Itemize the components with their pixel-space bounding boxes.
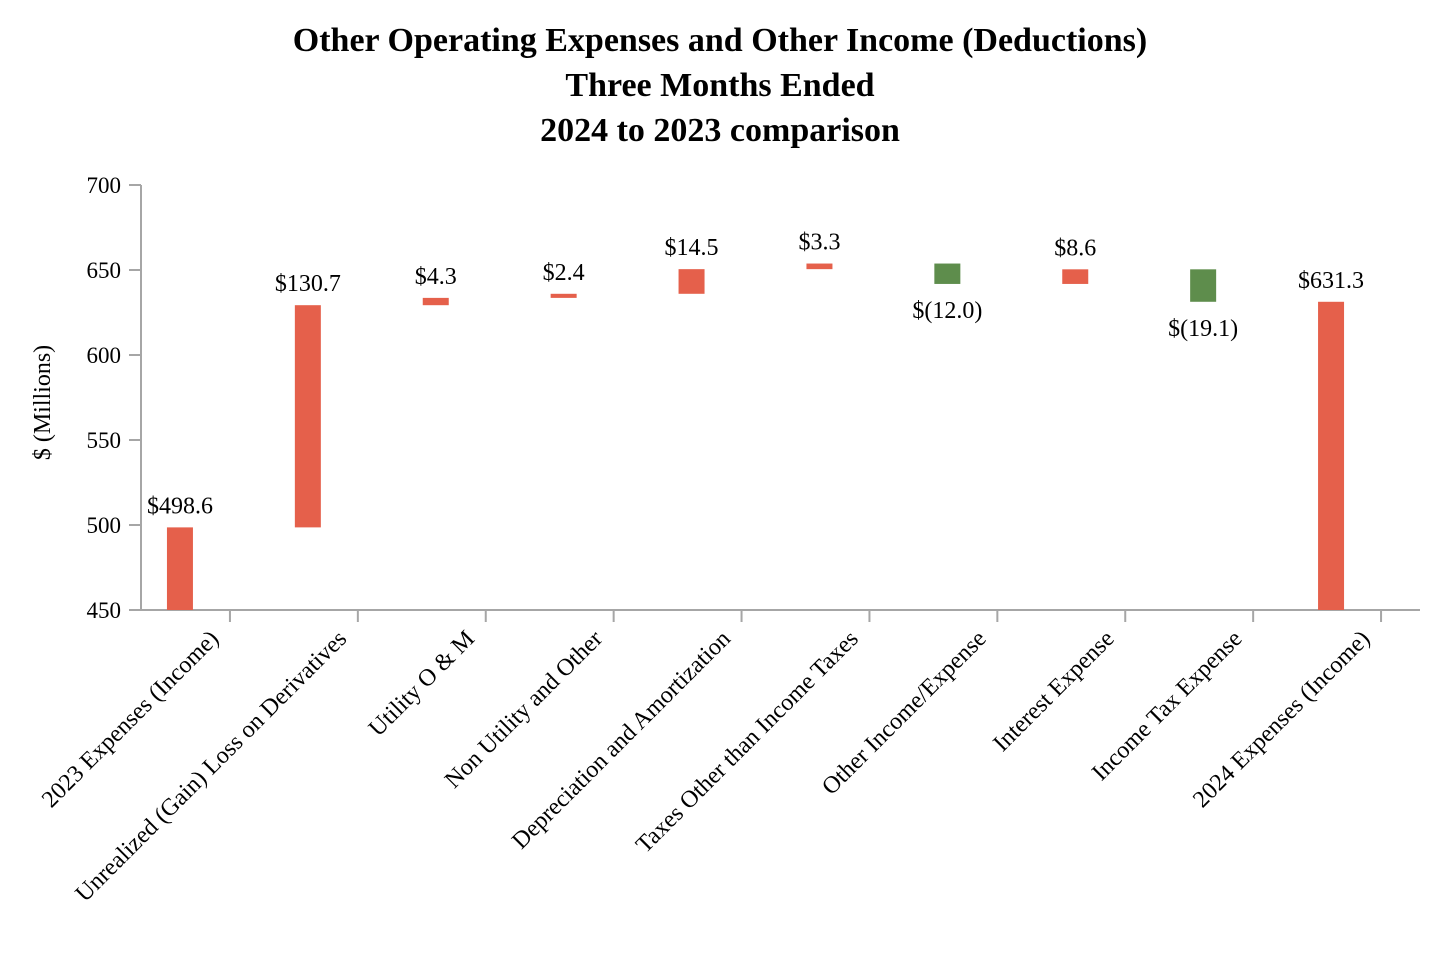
data-label: $(12.0) [912,298,982,324]
data-label: $2.4 [543,260,585,286]
y-tick-label: 600 [87,343,122,368]
bar-non-utility-and-other [550,293,577,298]
bar-unrealized-gain-loss-on-derivatives [294,305,321,528]
y-tick-label: 650 [87,258,122,283]
data-label: $14.5 [665,235,719,261]
bar-interest-expense [1062,269,1089,284]
bar-2023-expenses-income [166,527,193,610]
bar-utility-o-m [422,297,449,306]
data-label: $3.3 [798,230,840,256]
y-tick-label: 500 [87,513,122,538]
data-label: $631.3 [1298,268,1364,294]
bars-layer [166,263,1345,610]
x-category-label: Utility O & M [364,626,480,742]
chart-title-line-2: Three Months Ended [565,67,875,104]
bar-other-income-expense [934,263,961,284]
data-label: $8.6 [1054,235,1096,261]
x-category-label: Unrealized (Gain) Loss on Derivatives [71,626,352,907]
bar-taxes-other-than-income-taxes [806,263,833,270]
bar-income-tax-expense [1190,269,1217,302]
chart-title: Other Operating Expenses and Other Incom… [0,18,1440,153]
y-tick-label: 700 [87,173,122,198]
bar-2024-expenses-income [1318,301,1345,610]
x-category-label: Depreciation and Amortization [507,626,736,855]
bar-depreciation-and-amortization [678,269,705,294]
data-label: $130.7 [275,271,341,297]
x-category-label: Interest Expense [988,626,1119,757]
data-label: $4.3 [415,264,457,290]
x-category-label: Taxes Other than Income Taxes [631,626,863,858]
data-label: $498.6 [147,493,213,519]
data-label: $(19.1) [1168,316,1238,342]
chart-title-line-1: Other Operating Expenses and Other Incom… [292,22,1148,59]
y-tick-label: 450 [87,598,122,623]
y-axis-title: $ (Millions) [30,345,56,460]
axes-layer: 700 650 600 550 500 450 $ (Millions) [30,173,1420,623]
y-tick-label: 550 [87,428,122,453]
chart-title-line-3: 2024 to 2023 comparison [540,112,900,149]
